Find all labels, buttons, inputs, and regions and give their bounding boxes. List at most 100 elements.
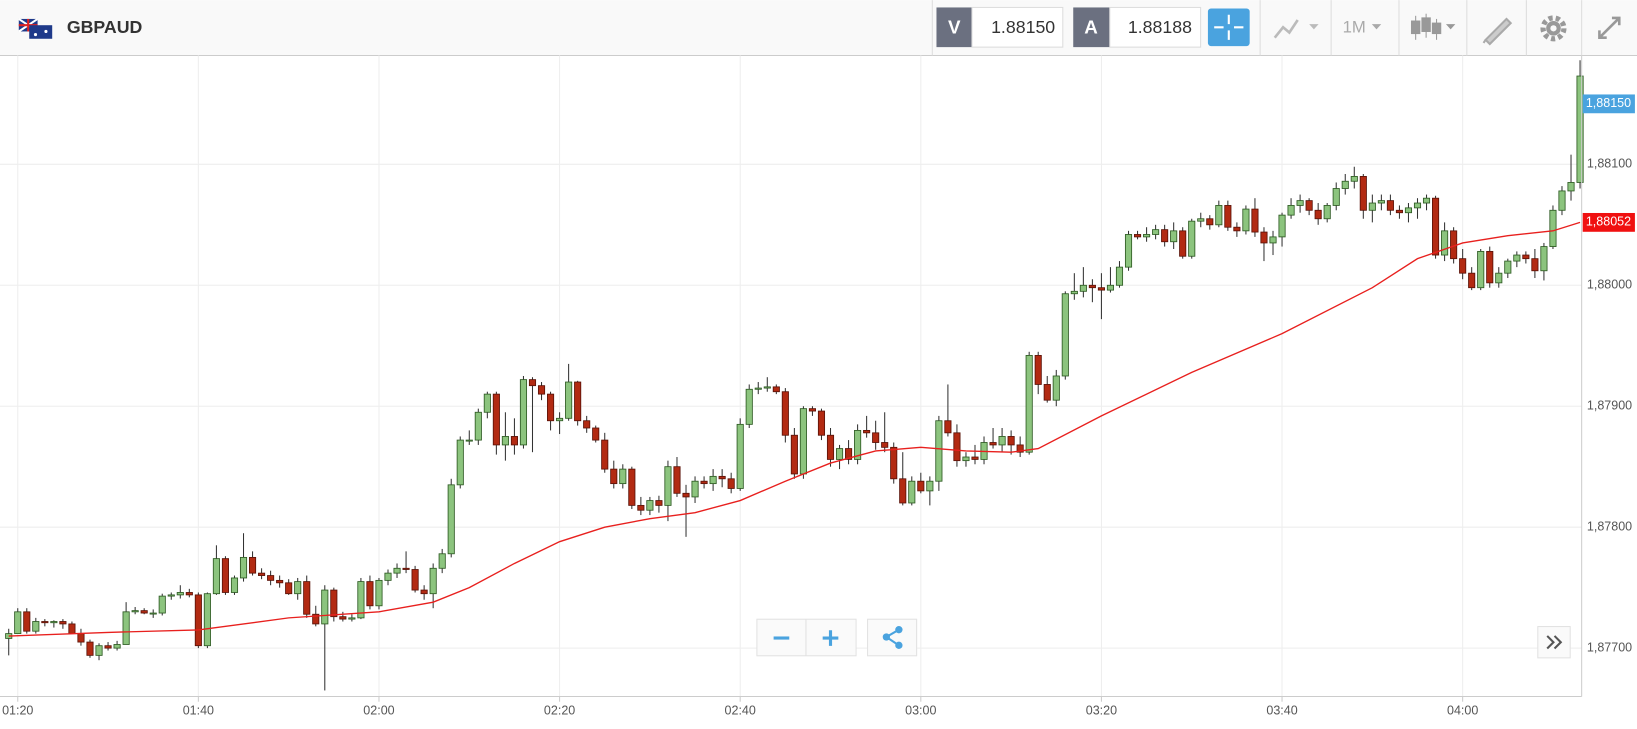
- candle-body: [854, 429, 862, 460]
- candle-body: [339, 616, 347, 620]
- candle-body: [1567, 182, 1575, 192]
- candle-body: [1133, 234, 1142, 238]
- candle-body: [1341, 180, 1349, 189]
- candle-style-button[interactable]: [1410, 13, 1456, 40]
- y-tick-label: 1,88000: [1587, 278, 1632, 292]
- settings-button[interactable]: [1540, 15, 1567, 42]
- candle-body: [700, 480, 708, 485]
- candle-body: [890, 446, 898, 480]
- candle-body: [14, 611, 22, 635]
- candle-body: [149, 612, 157, 615]
- candle-body: [736, 423, 744, 489]
- flag: [18, 18, 53, 39]
- candle-body: [601, 439, 609, 470]
- fullscreen-button[interactable]: [1598, 16, 1621, 40]
- candle-body: [1540, 246, 1548, 272]
- x-tick-label: 03:40: [1266, 703, 1297, 717]
- candle-body: [185, 592, 193, 596]
- average-price-marker: [1582, 212, 1635, 232]
- candle-body: [50, 621, 58, 624]
- candle-body: [1179, 230, 1187, 257]
- candle-body: [1143, 234, 1151, 238]
- timeframe-button[interactable]: 1M: [1343, 18, 1382, 37]
- candle-body: [718, 475, 726, 480]
- x-tick-label: 02:00: [363, 703, 394, 717]
- zoom-in-button[interactable]: [822, 630, 839, 646]
- candle-body: [230, 577, 239, 593]
- candle-body: [655, 500, 663, 506]
- candle-body: [294, 581, 302, 595]
- bid-label: V: [948, 16, 961, 37]
- candle-body: [411, 569, 419, 591]
- candle-body: [1007, 436, 1015, 446]
- candle-body: [592, 427, 600, 441]
- candle-body: [1332, 188, 1340, 206]
- candle-body: [1287, 205, 1295, 216]
- share-icon: [882, 626, 903, 649]
- chart-type-button[interactable]: [1273, 19, 1319, 39]
- candle-body: [528, 379, 537, 387]
- candle-body: [312, 613, 320, 625]
- candle-body: [321, 589, 329, 625]
- candle-body: [1242, 208, 1250, 232]
- candle-body: [872, 432, 880, 443]
- candle-body: [953, 432, 961, 462]
- candle-body: [1224, 205, 1232, 228]
- candle-body: [537, 385, 546, 395]
- candle-body: [1441, 230, 1449, 256]
- candle-body: [239, 556, 248, 579]
- candle-body: [673, 466, 681, 494]
- current-price-marker: [1582, 94, 1635, 114]
- candle-body: [1314, 209, 1322, 220]
- bid-price: 1.88150: [991, 17, 1055, 37]
- candle-body: [1477, 250, 1485, 289]
- draw-button[interactable]: [1482, 17, 1513, 46]
- candle-body: [1115, 266, 1124, 286]
- share-button[interactable]: [867, 618, 918, 657]
- candle-body: [790, 434, 798, 475]
- candle-body: [691, 480, 699, 498]
- ask-price: 1.88188: [1128, 17, 1192, 37]
- candle-body: [908, 480, 916, 504]
- candle-body: [1043, 384, 1051, 401]
- candle-body: [492, 393, 500, 446]
- candle-body: [1323, 205, 1331, 220]
- candle-body: [664, 466, 672, 506]
- candle-body: [1269, 236, 1277, 244]
- candle-body: [763, 386, 771, 389]
- candle-body: [267, 575, 275, 581]
- candle-body: [420, 589, 428, 595]
- timeframe: 1M: [1343, 18, 1366, 37]
- candle-body: [547, 393, 555, 422]
- candle-body: [583, 420, 591, 429]
- candle-body: [1558, 190, 1566, 211]
- candle-body: [248, 556, 257, 574]
- candle-body: [212, 558, 220, 595]
- candle-body: [917, 480, 925, 492]
- candle-body: [1422, 197, 1431, 204]
- candle-body: [1215, 205, 1223, 226]
- plot-area: [0, 55, 1584, 697]
- candle-body: [95, 645, 103, 656]
- candle-body: [158, 595, 166, 614]
- candle-body: [1432, 197, 1440, 256]
- candle-body: [574, 381, 582, 422]
- bid-button[interactable]: [936, 7, 972, 48]
- candle-body: [817, 410, 826, 436]
- candle-body: [709, 475, 717, 485]
- candle-body: [258, 572, 266, 576]
- candle-body: [1486, 250, 1494, 284]
- candle-body: [1368, 202, 1376, 211]
- candle-body: [447, 484, 455, 555]
- candle-body: [1170, 230, 1178, 243]
- crosshair-button[interactable]: [1207, 8, 1250, 47]
- candle-body: [826, 434, 835, 460]
- ask-button[interactable]: [1073, 7, 1110, 48]
- candle-body: [474, 411, 482, 441]
- y-tick-label: 1,87800: [1587, 519, 1632, 533]
- candle-body: [935, 420, 943, 482]
- candle-body: [926, 480, 934, 492]
- candle-body: [845, 448, 853, 460]
- candle-body: [375, 579, 383, 607]
- y-tick-label: 1,87700: [1587, 640, 1632, 654]
